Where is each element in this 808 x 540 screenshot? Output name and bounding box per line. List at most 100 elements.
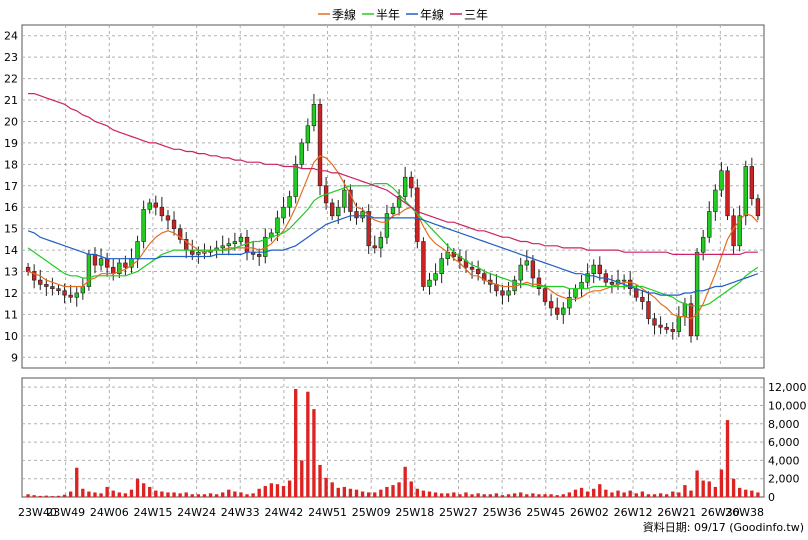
volume-bar bbox=[713, 486, 718, 497]
price-frame bbox=[21, 24, 765, 369]
volume-bar bbox=[391, 485, 395, 497]
volume-bar bbox=[683, 485, 687, 497]
volume-bar bbox=[233, 491, 237, 497]
candle-down bbox=[372, 245, 377, 249]
volume-bar bbox=[160, 491, 164, 497]
candle-up bbox=[238, 236, 244, 242]
volume-bar bbox=[689, 490, 693, 497]
candle-down bbox=[500, 290, 505, 296]
volume-bar bbox=[616, 490, 620, 497]
volume-bar bbox=[500, 495, 505, 497]
volume-bar bbox=[525, 494, 529, 497]
candle-down bbox=[50, 286, 55, 289]
candle-up bbox=[506, 290, 511, 296]
x-tick-label: 23W40 bbox=[18, 506, 57, 519]
candle-up bbox=[342, 189, 347, 208]
candle-up bbox=[336, 206, 341, 217]
candle-up bbox=[98, 258, 104, 266]
price-tick-label: 20 bbox=[4, 115, 18, 128]
ma-line bbox=[27, 155, 759, 320]
volume-bar bbox=[330, 482, 334, 497]
volume-bar bbox=[81, 488, 85, 497]
volume-bar bbox=[737, 487, 742, 497]
candle-down bbox=[366, 211, 371, 247]
candle-up bbox=[682, 303, 688, 317]
candle-up bbox=[147, 202, 152, 210]
candle-down bbox=[31, 271, 37, 281]
x-tick-label: 25W36 bbox=[483, 506, 522, 519]
volume-bar bbox=[640, 491, 645, 497]
candle-up bbox=[390, 206, 396, 214]
volume-bar bbox=[269, 483, 274, 497]
legend-label: 年線 bbox=[420, 7, 444, 22]
price-tick-label: 12 bbox=[4, 287, 18, 300]
volume-bar bbox=[281, 486, 286, 497]
volume-bar bbox=[287, 480, 292, 497]
volume-bar bbox=[470, 494, 474, 497]
candle-up bbox=[311, 104, 317, 127]
volume-bar bbox=[38, 495, 42, 497]
volume-bar bbox=[531, 493, 535, 497]
volume-bar bbox=[543, 494, 547, 497]
candle-down bbox=[25, 266, 31, 272]
candle-down bbox=[597, 264, 602, 274]
volume-bar bbox=[549, 494, 553, 497]
x-tick-label: 25W18 bbox=[395, 506, 434, 519]
candle-up bbox=[579, 281, 584, 289]
ma-line bbox=[28, 92, 758, 255]
x-tick-label: 25W09 bbox=[352, 506, 391, 519]
volume-bar bbox=[62, 494, 67, 497]
candle-up bbox=[713, 189, 718, 212]
candle-up bbox=[384, 213, 390, 238]
volume-bar bbox=[415, 488, 420, 497]
volume-bar bbox=[208, 493, 213, 497]
volume-bar bbox=[671, 491, 675, 497]
volume-bar bbox=[26, 494, 30, 497]
candle-down bbox=[536, 277, 542, 289]
candle-up bbox=[676, 316, 682, 332]
volume-bar bbox=[488, 494, 492, 497]
volume-bar bbox=[75, 467, 79, 497]
volume-bar bbox=[172, 492, 176, 497]
x-tick-label: 26W38 bbox=[725, 506, 764, 519]
candle-down bbox=[159, 206, 165, 217]
candle-down bbox=[609, 281, 615, 285]
volume-bar bbox=[196, 494, 201, 497]
candle-down bbox=[664, 326, 669, 330]
price-tick-label: 11 bbox=[4, 308, 18, 321]
candle-up bbox=[117, 262, 122, 274]
volume-bar bbox=[646, 494, 651, 497]
volume-bar bbox=[585, 491, 590, 497]
volume-bar bbox=[300, 460, 304, 497]
candle-down bbox=[640, 296, 645, 302]
volume-bar bbox=[397, 482, 401, 497]
volume-bar bbox=[725, 420, 730, 497]
candle-up bbox=[74, 292, 79, 298]
volume-bar bbox=[409, 481, 413, 497]
volume-bar bbox=[135, 478, 140, 497]
x-tick-label: 23W49 bbox=[46, 506, 85, 519]
candle-up bbox=[281, 206, 286, 219]
price-tick-label: 24 bbox=[4, 30, 18, 43]
candle-up bbox=[700, 236, 706, 253]
volume-bar bbox=[433, 492, 438, 497]
x-tick-label: 24W51 bbox=[308, 506, 347, 519]
candle-up bbox=[287, 196, 292, 208]
x-tick-label: 24W24 bbox=[177, 506, 216, 519]
volume-bar bbox=[342, 486, 347, 497]
volume-bar bbox=[421, 490, 426, 497]
candle-up bbox=[573, 288, 578, 298]
volume-bar bbox=[701, 480, 705, 497]
volume-bar bbox=[379, 489, 383, 497]
candle-down bbox=[38, 279, 43, 285]
candle-down bbox=[725, 170, 730, 217]
x-tick-label: 26W02 bbox=[570, 506, 609, 519]
volume-bar bbox=[476, 493, 480, 497]
candle-down bbox=[749, 166, 755, 199]
candle-down bbox=[652, 318, 657, 326]
candle-down bbox=[257, 254, 262, 257]
x-tick-label: 26W21 bbox=[657, 506, 696, 519]
volume-bar bbox=[178, 493, 182, 497]
candle-down bbox=[56, 288, 61, 292]
candle-down bbox=[348, 189, 353, 212]
